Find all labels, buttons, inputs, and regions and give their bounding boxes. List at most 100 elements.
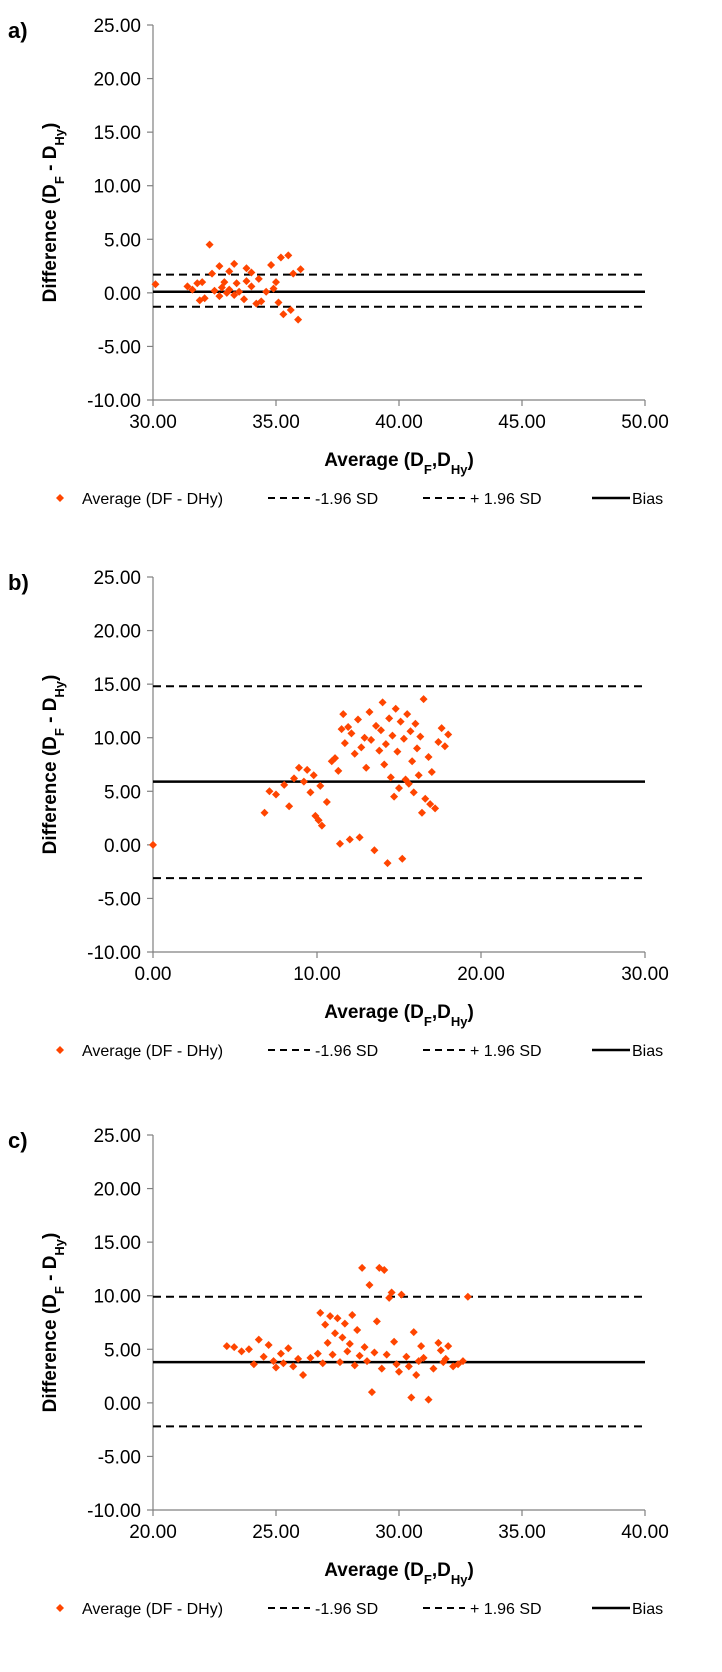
data-point <box>363 1357 372 1366</box>
data-point <box>311 811 320 820</box>
x-tick-label: 50.00 <box>621 412 669 433</box>
data-point <box>353 1326 362 1334</box>
data-point <box>279 1359 288 1368</box>
y-tick-label: 5.00 <box>104 782 141 803</box>
chart-a: a) -10.00 -5.00 0.00 5.00 10.00 15.00 20.00 25.0… <box>8 16 669 508</box>
data-point <box>286 306 295 314</box>
data-point <box>390 792 399 801</box>
data-point <box>381 740 390 749</box>
data-point <box>205 240 214 249</box>
legend-lower-label: -1.96 SD <box>315 491 378 508</box>
axis-title-part: Average (D <box>324 450 424 471</box>
axis-title-part: F <box>52 176 67 184</box>
data-point <box>393 747 402 756</box>
axis-title-part: Hy <box>451 462 468 477</box>
data-point <box>333 1314 342 1323</box>
data-point <box>437 724 446 733</box>
data-point <box>254 1335 263 1344</box>
data-point <box>358 1263 367 1272</box>
data-point <box>407 1393 416 1402</box>
x-axis-title: Average (DF,DHy) <box>324 1002 474 1029</box>
data-point <box>370 1348 379 1357</box>
data-point <box>458 1357 467 1366</box>
axis-title-part: Difference (D <box>40 184 61 302</box>
axis-title-part: F <box>52 1286 67 1294</box>
data-point <box>408 757 417 766</box>
data-point <box>260 808 269 817</box>
data-point <box>269 284 278 293</box>
data-point <box>390 1337 399 1346</box>
axis-title-part: - D <box>40 698 61 729</box>
data-point <box>409 1328 418 1337</box>
data-point <box>272 790 280 799</box>
data-point <box>350 749 359 758</box>
y-tick-label: 5.00 <box>104 230 141 251</box>
panel-label: b) <box>8 570 29 595</box>
data-point <box>299 777 308 786</box>
data-point <box>335 1358 344 1367</box>
data-point <box>149 840 157 849</box>
data-point <box>272 1363 280 1372</box>
data-point <box>296 265 305 274</box>
legend-upper-label: + 1.96 SD <box>470 1601 542 1618</box>
data-point <box>378 698 387 707</box>
data-point <box>262 287 271 296</box>
data-point <box>230 1343 239 1352</box>
data-point <box>284 251 293 260</box>
data-point <box>365 1281 374 1289</box>
y-tick-label: 5.00 <box>104 1340 141 1361</box>
y-tick-label: 25.00 <box>93 568 141 589</box>
axis-title-part: Average (D <box>324 1560 424 1581</box>
x-tick-label: 20.00 <box>457 964 505 985</box>
y-tick-label: -10.00 <box>87 943 141 964</box>
data-point <box>454 1360 463 1369</box>
data-point <box>424 1395 433 1404</box>
data-point <box>276 253 285 262</box>
axis-title-part: F <box>424 1572 432 1587</box>
legend-lower-label: -1.96 SD <box>315 1601 378 1618</box>
data-point <box>331 1329 340 1338</box>
data-point <box>419 695 428 704</box>
legend-lower-label: -1.96 SD <box>315 1043 378 1060</box>
y-tick-label: 0.00 <box>104 1394 141 1415</box>
data-point <box>198 278 207 287</box>
y-axis-title: Difference (DF - DHy) <box>40 1233 67 1413</box>
data-point <box>360 1343 369 1352</box>
data-point <box>404 779 413 788</box>
data-point <box>299 1371 308 1379</box>
axis-title-part: Hy <box>52 1238 67 1255</box>
data-point <box>151 280 160 289</box>
legend-bias-label: Bias <box>632 1043 663 1060</box>
data-point <box>267 261 276 269</box>
x-tick-label: 25.00 <box>252 1522 300 1543</box>
axis-title-part: Hy <box>451 1014 468 1029</box>
data-point <box>284 1344 293 1353</box>
x-tick-label: 45.00 <box>498 412 546 433</box>
data-point <box>335 839 344 848</box>
data-point <box>210 286 219 295</box>
data-point <box>411 719 420 728</box>
data-point <box>220 278 229 287</box>
data-point <box>360 733 369 742</box>
data-point <box>313 1349 322 1358</box>
axis-title-part: ,D <box>432 1560 451 1581</box>
y-tick-label: -5.00 <box>98 1447 141 1468</box>
data-point <box>419 1353 428 1362</box>
legend-bias-label: Bias <box>632 491 663 508</box>
data-point <box>327 757 336 766</box>
data-point <box>399 734 408 743</box>
data-point <box>274 298 283 307</box>
data-point <box>354 715 362 724</box>
x-tick-label: 30.00 <box>129 412 177 433</box>
legend-upper-label: + 1.96 SD <box>470 1043 542 1060</box>
data-point <box>370 846 379 855</box>
data-point <box>345 1339 354 1348</box>
data-point <box>365 708 374 716</box>
data-point <box>257 297 266 306</box>
data-point <box>414 1357 423 1366</box>
legend-upper-label: + 1.96 SD <box>470 491 542 508</box>
data-point <box>322 798 331 806</box>
legend-points-label: Average (DF - DHy) <box>82 1043 223 1060</box>
data-point <box>434 738 443 746</box>
data-point <box>244 1345 253 1354</box>
